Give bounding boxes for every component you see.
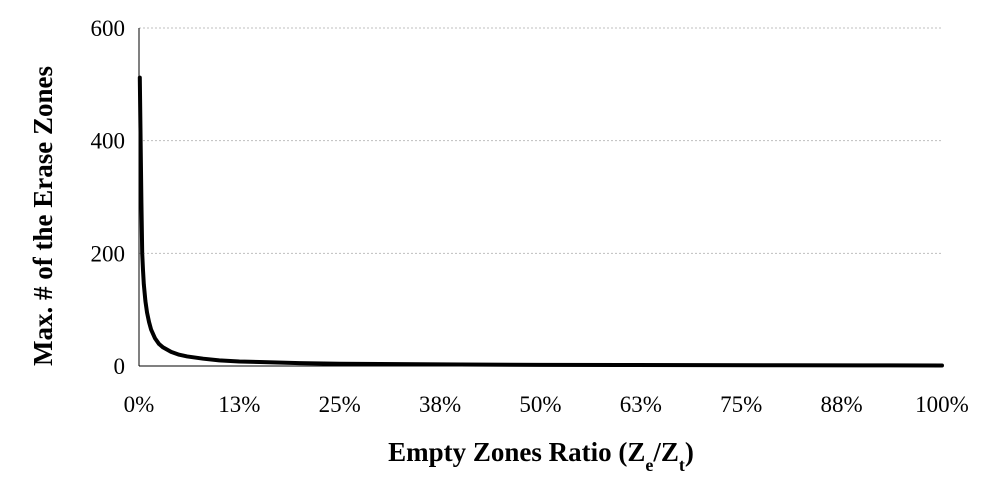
x-tick-label-4: 50%: [519, 392, 561, 417]
x-tick-label-6: 75%: [720, 392, 762, 417]
x-tick-label-8: 100%: [915, 392, 969, 417]
series-group: [137, 75, 944, 368]
x-axis-title-suffix: ): [685, 437, 694, 467]
x-axis-title-prefix: Empty Zones Ratio (Z: [388, 437, 645, 467]
gridlines: [139, 27, 942, 254]
x-tick-label-0: 0%: [124, 392, 155, 417]
x-tick-label-7: 88%: [821, 392, 863, 417]
x-axis-title-sub-e: e: [645, 455, 653, 475]
y-tick-label-1: 200: [91, 241, 126, 266]
y-tick-label-0: 0: [114, 354, 126, 379]
x-axis-title: Empty Zones Ratio (Ze/Zt): [388, 437, 694, 475]
y-tick-label-2: 400: [91, 129, 126, 154]
x-axis-title-sub-t: t: [679, 455, 685, 475]
x-tick-label-5: 63%: [620, 392, 662, 417]
x-axis-title-mid: /Z: [652, 437, 679, 467]
y-axis-title: Max. # of the Erase Zones: [28, 66, 58, 366]
x-tick-label-3: 38%: [419, 392, 461, 417]
x-tick-label-1: 13%: [218, 392, 260, 417]
x-tick-labels: 0% 13% 25% 38% 50% 63% 75% 88% 100%: [124, 392, 969, 417]
series-line-0: [137, 75, 944, 368]
y-tick-label-3: 600: [91, 16, 126, 41]
x-tick-label-2: 25%: [319, 392, 361, 417]
y-tick-labels: 0 200 400 600: [91, 16, 126, 379]
axes: [138, 28, 942, 367]
